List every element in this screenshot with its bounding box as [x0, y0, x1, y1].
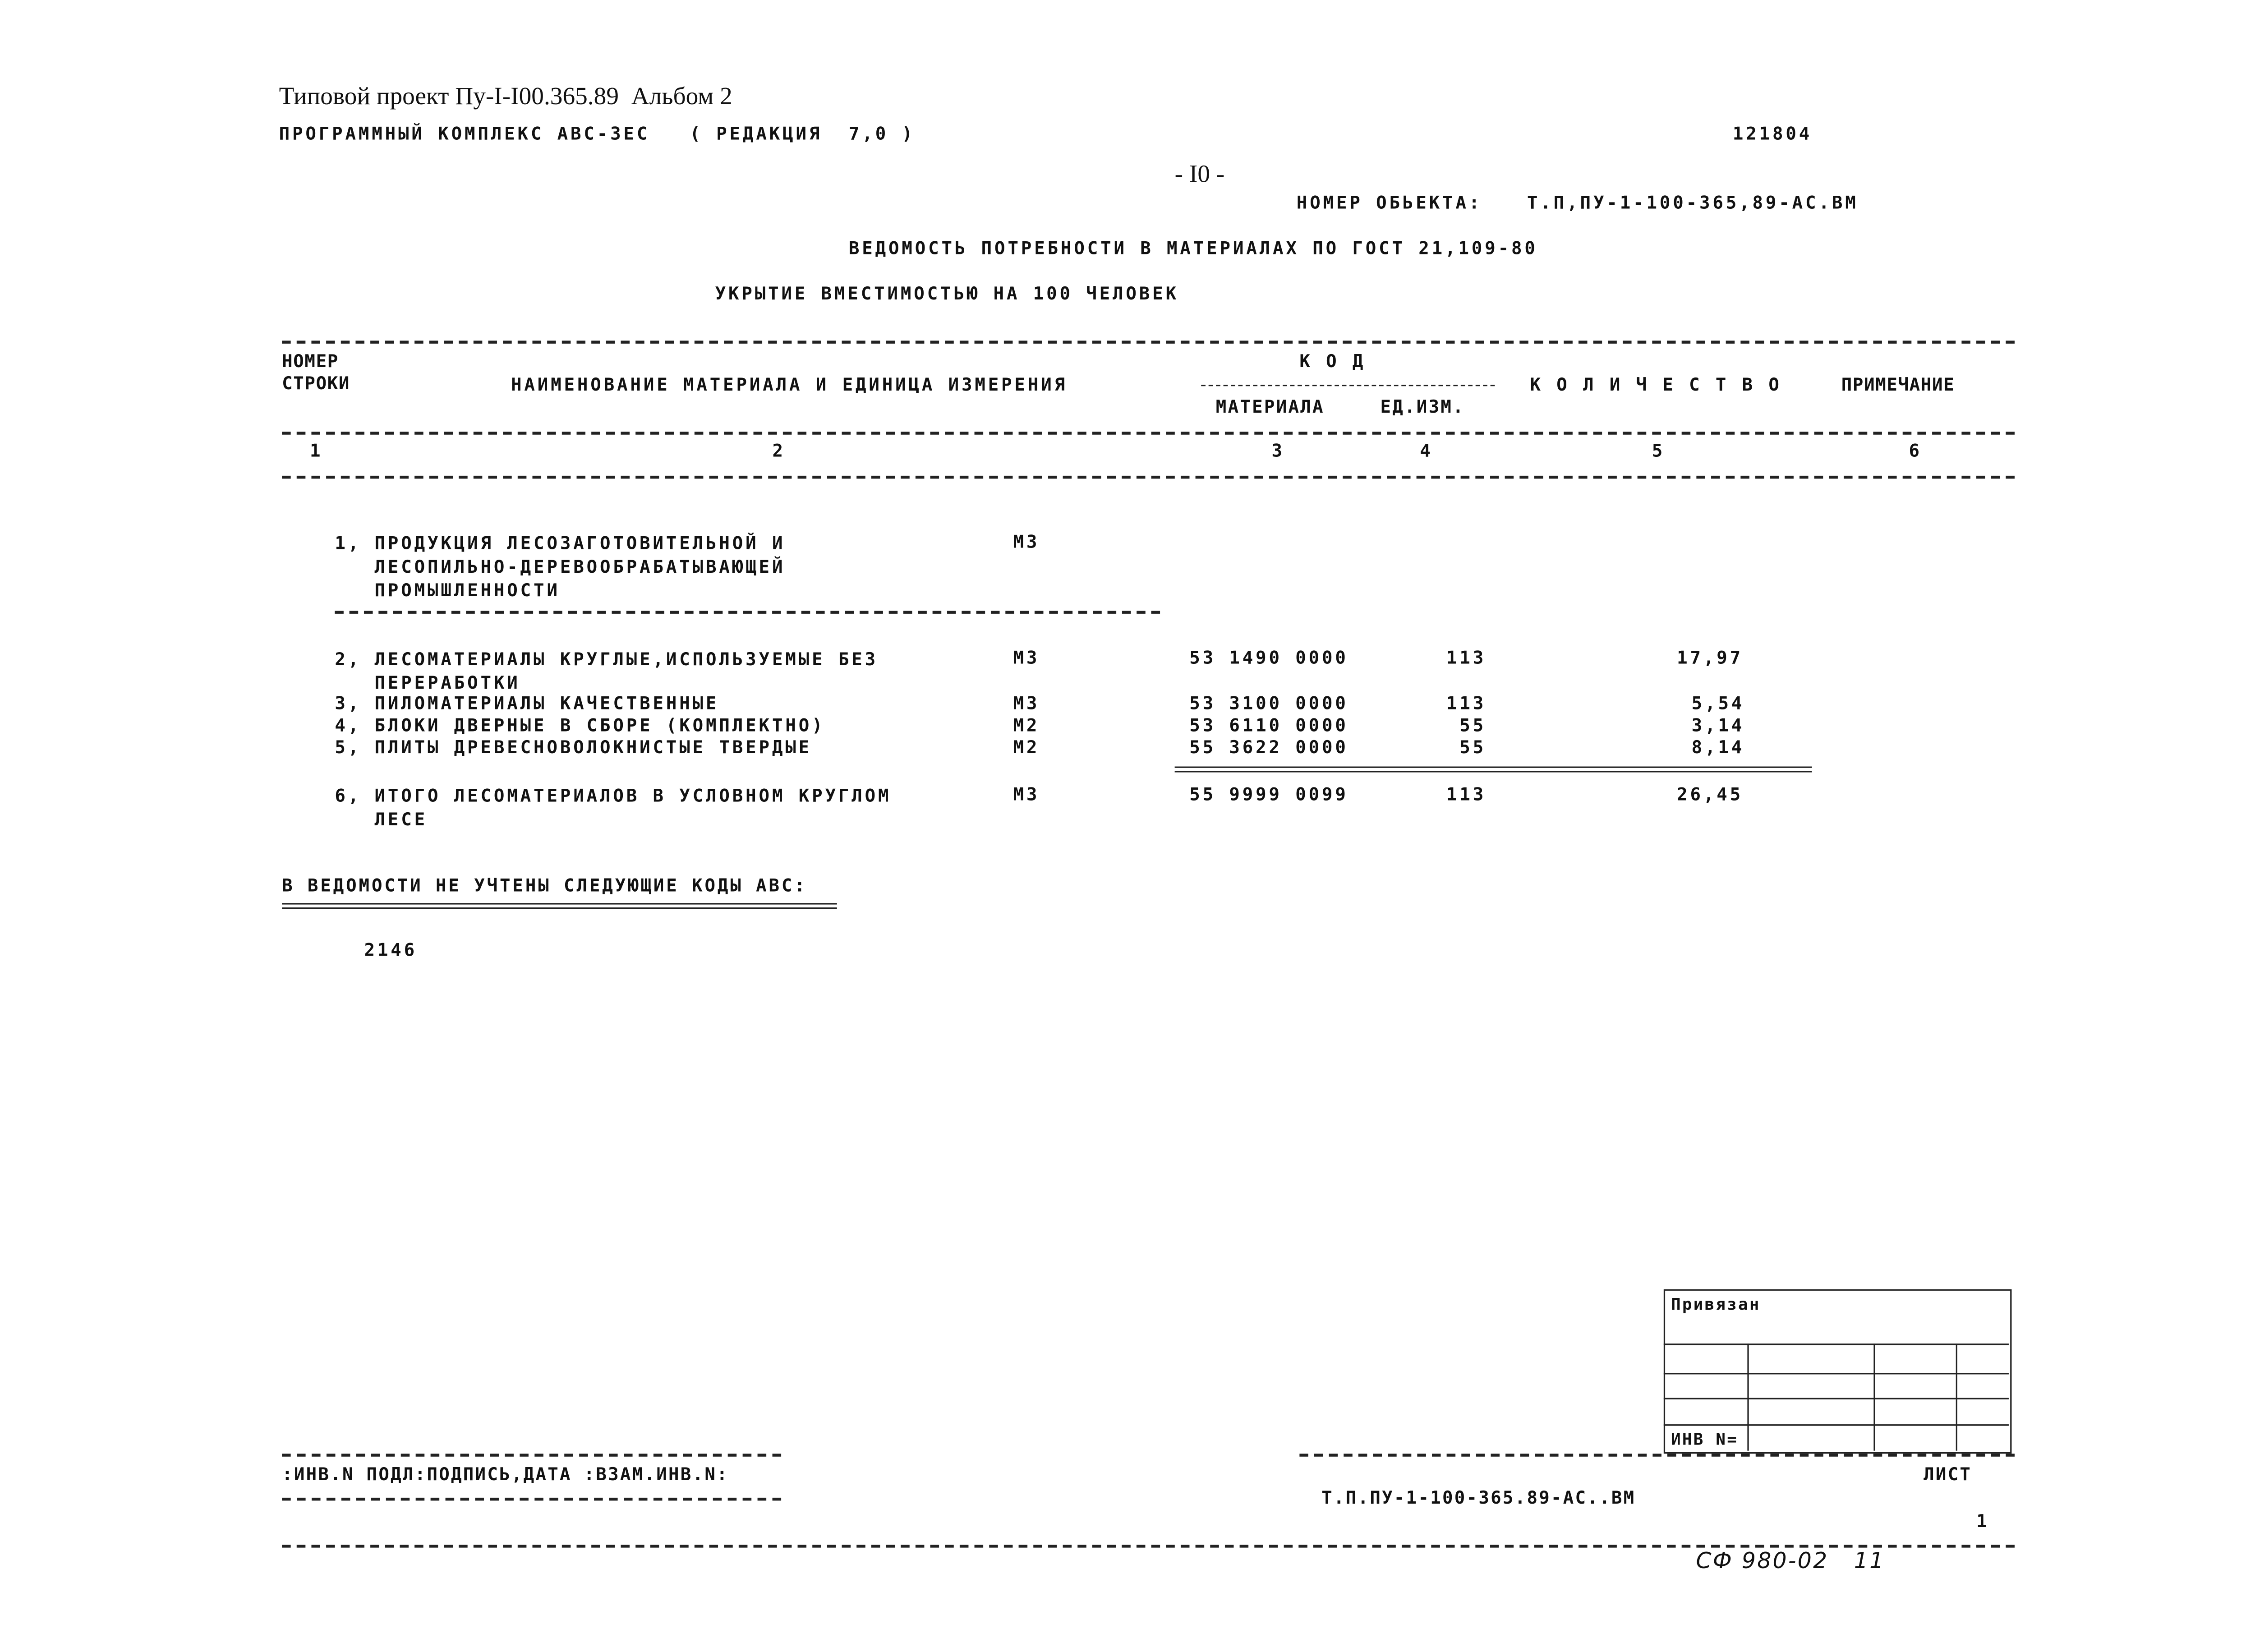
- row-unit: М3: [1013, 647, 1040, 668]
- row-unit-code: 113: [1446, 784, 1486, 805]
- header-name: НАИМЕНОВАНИЕ МАТЕРИАЛА И ЕДИНИЦА ИЗМЕРЕН…: [511, 374, 1068, 395]
- footer-inv-labels: :ИНВ.N ПОДЛ:ПОДПИСЬ,ДАТА :ВЗАМ.ИНВ.N:: [282, 1464, 729, 1485]
- row-material-code: 53 1490 0000: [1189, 647, 1348, 668]
- row-name: 6, ИТОГО ЛЕСОМАТЕРИАЛОВ В УСЛОВНОМ КРУГЛ…: [335, 785, 892, 830]
- footer-sheet-label: ЛИСТ: [1924, 1464, 1972, 1485]
- row-material-code: 53 3100 0000: [1189, 693, 1348, 714]
- row-material-code: 53 6110 0000: [1189, 715, 1348, 736]
- project-title: Типовой проект Пу-I-I00.365.89 Альбом 2: [279, 82, 732, 110]
- program-name: ПРОГРАММНЫЙ КОМПЛЕКС АВС-3ЕС ( РЕДАКЦИЯ …: [279, 123, 915, 144]
- row-name: 5, ПЛИТЫ ДРЕВЕСНОВОЛОКНИСТЫЕ ТВЕРДЫЕ: [335, 737, 812, 758]
- col-number: 6: [1909, 440, 1922, 461]
- header-note: ПРИМЕЧАНИЕ: [1841, 374, 1955, 395]
- stamp-bound-label: Привязан: [1671, 1295, 1761, 1314]
- row-quantity: 5,54: [1691, 693, 1745, 714]
- row-unit-code: 113: [1446, 647, 1486, 668]
- row-quantity: 8,14: [1691, 737, 1745, 758]
- header-material: МАТЕРИАЛА: [1215, 396, 1325, 417]
- col-number: 4: [1420, 440, 1433, 461]
- row-material-code: 55 9999 0099: [1189, 784, 1348, 805]
- total-divider: [1174, 766, 1812, 773]
- divider: [282, 1497, 782, 1501]
- page-subtitle: УКРЫТИЕ ВМЕСТИМОСТЬЮ НА 100 ЧЕЛОВЕК: [715, 283, 1179, 304]
- row-material-code: 55 3622 0000: [1189, 737, 1348, 758]
- page-title: ВЕДОМОСТЬ ПОТРЕБНОСТИ В МАТЕРИАЛАХ ПО ГО…: [848, 238, 1538, 259]
- row-unit-code: 55: [1459, 737, 1486, 758]
- footnote-codes: 2146: [364, 939, 418, 961]
- row-name: 1, ПРОДУКЦИЯ ЛЕСОЗАГОТОВИТЕЛЬНОЙ И ЛЕСОП…: [335, 533, 786, 601]
- row-unit: М3: [1013, 784, 1040, 805]
- col-number: 1: [309, 440, 323, 461]
- header-quantity: К О Л И Ч Е С Т В О: [1530, 374, 1782, 395]
- row-unit: М3: [1013, 531, 1040, 552]
- footnote-text: В ВЕДОМОСТИ НЕ УЧТЕНЫ СЛЕДУЮЩИЕ КОДЫ АВС…: [282, 875, 807, 896]
- divider: [282, 341, 2015, 344]
- header-code: К О Д: [1299, 351, 1366, 372]
- row-name: 4, БЛОКИ ДВЕРНЫЕ В СБОРЕ (КОМПЛЕКТНО): [335, 715, 825, 736]
- row-name: 3, ПИЛОМАТЕРИАЛЫ КАЧЕСТВЕННЫЕ: [335, 693, 719, 714]
- row-quantity: 26,45: [1677, 784, 1744, 805]
- divider: [1299, 1454, 2015, 1457]
- divider: [282, 1454, 782, 1457]
- col-number: 2: [772, 440, 786, 461]
- row-name: 2, ЛЕСОМАТЕРИАЛЫ КРУГЛЫЕ,ИСПОЛЬЗУЕМЫЕ БЕ…: [335, 649, 879, 693]
- row-unit: М2: [1013, 715, 1040, 736]
- divider: [282, 432, 2015, 435]
- divider: [1201, 385, 1495, 387]
- object-value: Т.П,ПУ-1-100-365,89-АС.ВМ: [1527, 192, 1859, 213]
- footer-sheet-number: 1: [1976, 1511, 1990, 1532]
- row-unit-code: 113: [1446, 693, 1486, 714]
- row-unit-code: 55: [1459, 715, 1486, 736]
- row-quantity: 17,97: [1677, 647, 1744, 668]
- divider: [282, 903, 837, 909]
- row-unit: М2: [1013, 737, 1040, 758]
- row-quantity: 3,14: [1691, 715, 1745, 736]
- row-unit: М3: [1013, 693, 1040, 714]
- document-code: 121804: [1732, 123, 1813, 144]
- handwritten-note: СФ 980-02 11: [1696, 1547, 1885, 1574]
- header-row-no: НОМЕР СТРОКИ: [282, 351, 350, 394]
- divider: [282, 475, 2015, 479]
- stamp-inv-label: ИНВ N=: [1671, 1430, 1739, 1450]
- object-label: НОМЕР ОБЬЕКТА:: [1296, 192, 1482, 213]
- footer-doc-code: Т.П.ПУ-1-100-365.89-АС..ВМ: [1321, 1487, 1636, 1508]
- divider: [335, 611, 1160, 614]
- col-number: 3: [1271, 440, 1285, 461]
- col-number: 5: [1652, 440, 1666, 461]
- header-unit: ЕД.ИЗМ.: [1380, 396, 1465, 417]
- page-number: - I0 -: [1174, 160, 1225, 188]
- divider: [282, 1545, 2015, 1548]
